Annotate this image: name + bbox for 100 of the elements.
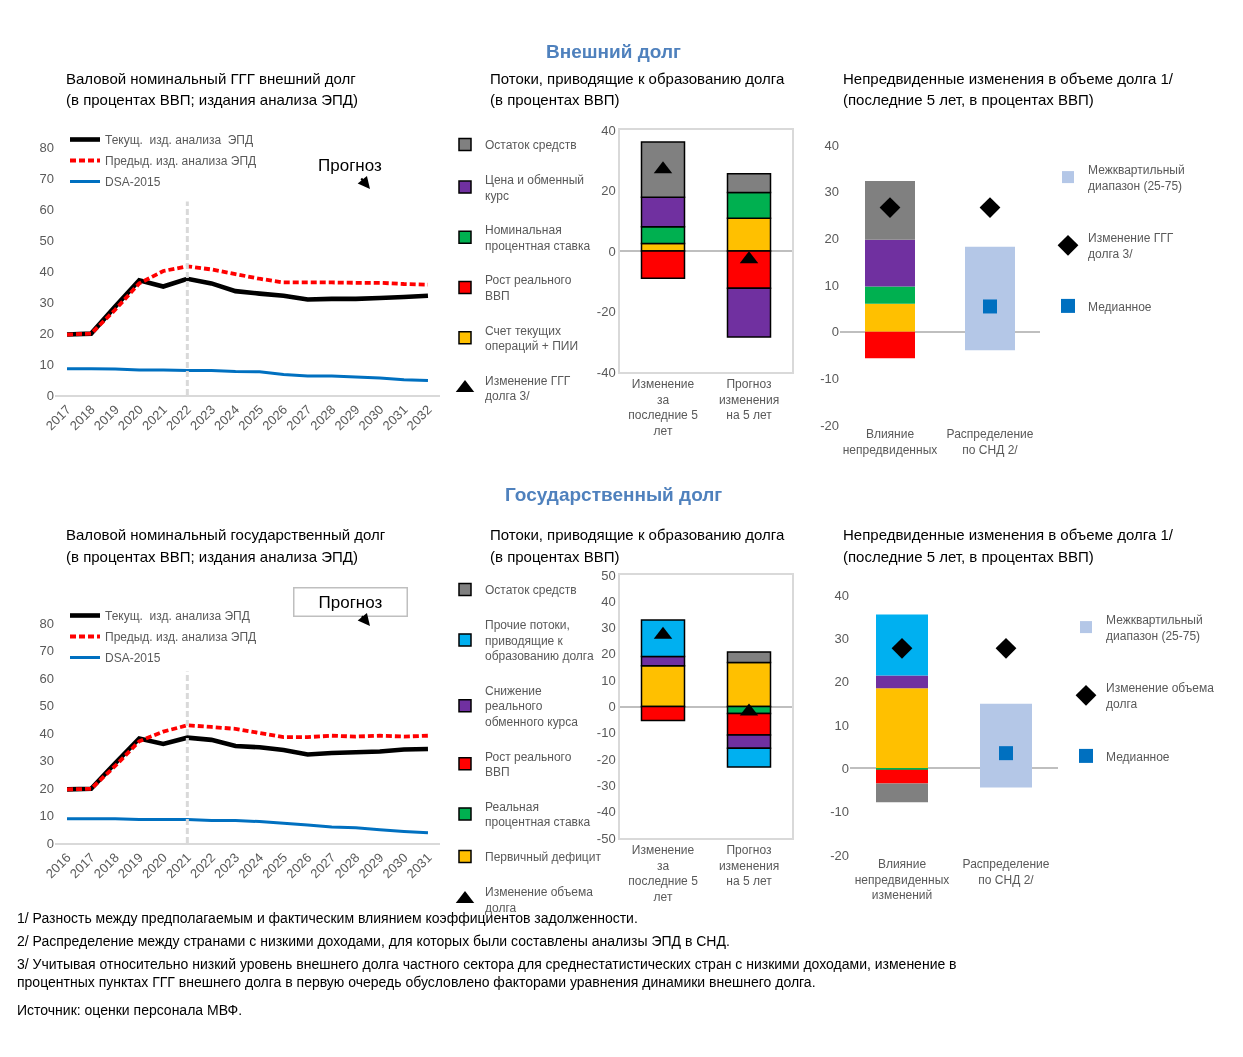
y-tick-label: 20 [824, 230, 839, 246]
text: 3/ Учитывая относительно низкий уровень внешнего долга частного сектора для среднестатистических стран с низкими доходами, изменение в процентных пунктах ГГГ внешнего долга в первую очередь обусловлено факторами уравнения динамики внешнего долга. [17, 956, 957, 991]
y-tick-label: -20 [596, 304, 616, 320]
y-tick-label: -20 [820, 417, 839, 433]
y-tick-label: 30 [824, 184, 839, 200]
legend-label: Медианное [1106, 749, 1170, 764]
legend-label: Межквартильный диапазон (25-75) [1106, 612, 1203, 643]
chart-title: Непредвиденные изменения в объеме долга 1/ [843, 526, 1174, 543]
y-tick-label: 20 [601, 183, 616, 199]
chart-subtitle: (в процентах ВВП; издания анализа ЭПД) [66, 91, 359, 108]
y-tick-label: -10 [596, 725, 616, 741]
y-tick-label: 40 [834, 587, 849, 603]
y-tick-label: 10 [601, 672, 616, 688]
y-tick-label: -40 [596, 364, 616, 380]
y-tick-label: 70 [39, 643, 54, 659]
y-tick-label: 0 [608, 243, 616, 259]
y-tick-label: 0 [46, 835, 54, 851]
x-tick-label: Влияние непредвиденных изменений [854, 857, 950, 903]
y-tick-label: 50 [39, 698, 54, 714]
text: Прогноз [318, 592, 383, 612]
legend-label: Межквартильный диапазон (25-75) [1088, 162, 1185, 193]
chart-subtitle: (в процентах ВВП; издания анализа ЭПД) [66, 548, 359, 565]
chart-title: Непредвиденные изменения в объеме долга 1/ [843, 70, 1174, 87]
y-tick-label: 40 [39, 725, 54, 741]
y-tick-label: 30 [834, 630, 849, 646]
chart-subtitle: (в процентах ВВП) [490, 91, 620, 108]
annotation: Прогноз [318, 156, 382, 175]
y-tick-label: 0 [608, 699, 616, 715]
legend-label: Реальная процентная ставка [485, 799, 591, 830]
y-tick-label: 40 [601, 593, 616, 609]
legend-label: Изменение ГГГ долга 3/ [485, 373, 571, 404]
y-tick-label: 60 [39, 670, 54, 686]
y-tick-label: 40 [39, 263, 54, 279]
y-tick-label: 0 [46, 387, 54, 403]
line-series [65, 723, 430, 792]
text: Внешний долг [546, 41, 681, 62]
chart-subtitle: (в процентах ВВП) [490, 548, 620, 565]
y-tick-label: 10 [834, 717, 849, 733]
x-tick-label: Изменение за последние 5 лет [628, 377, 699, 438]
chart-title: Потоки, приводящие к образованию долга [490, 526, 785, 543]
y-tick-label: 10 [39, 808, 54, 824]
legend-label: Остаток средств [485, 138, 577, 153]
x-tick-label: Изменение за последние 5 лет [628, 843, 699, 904]
legend-label: Первичный дефицит [485, 850, 602, 865]
legend-label: Рост реального ВВП [485, 749, 572, 780]
y-tick-label: 70 [39, 170, 54, 186]
y-tick-label: 80 [39, 139, 54, 155]
x-tick-label: Распределение по СНД 2/ [962, 857, 1050, 887]
y-tick-label: 40 [601, 122, 616, 138]
y-tick-label: 80 [39, 615, 54, 631]
legend-label: Остаток средств [485, 583, 577, 598]
line-series [65, 817, 430, 835]
y-tick-label: 30 [601, 620, 616, 636]
legend-label: DSA-2015 [105, 175, 161, 190]
legend-label: Текущ. изд. анализа ЭПД [105, 133, 254, 148]
chart-subtitle: (последние 5 лет, в процентах ВВП) [843, 91, 1094, 108]
legend-label: Цена и обменный курс [485, 172, 585, 203]
legend-label: Рост реального ВВП [485, 273, 572, 303]
y-tick-label: 20 [601, 646, 616, 662]
legend-label: Номинальная процентная ставка [485, 223, 591, 253]
y-tick-label: -20 [596, 751, 616, 767]
text: Источник: оценки персонала МВФ. [17, 1002, 243, 1018]
legend-label: Изменение объема долга [1106, 681, 1215, 711]
y-tick-label: 50 [39, 232, 54, 248]
legend-label: Предыд. изд. анализа ЭПД [105, 630, 257, 645]
y-tick-label: 40 [824, 137, 839, 153]
y-tick-label: 30 [39, 294, 54, 310]
x-tick-label: Прогноз изменения на 5 лет [718, 843, 780, 889]
text: 2/ Распределение между странами с низкими доходами, для которых были составлены анализы ЭПД в СНД. [17, 933, 730, 949]
y-tick-label: -40 [596, 804, 616, 820]
text: Государственный долг [505, 484, 723, 505]
legend-label: DSA-2015 [105, 651, 161, 666]
line-series [65, 367, 430, 382]
y-tick-label: 0 [841, 760, 849, 776]
legend-label: Прочие потоки, приводящие к образованию долга [485, 617, 594, 664]
legend-label: Медианное [1088, 299, 1152, 314]
x-tick-label: Влияние непредвиденных [842, 427, 938, 457]
y-tick-label: 30 [39, 753, 54, 769]
legend-label: Изменение ГГГ долга 3/ [1088, 231, 1174, 261]
y-tick-label: 50 [601, 567, 616, 583]
y-tick-label: -30 [596, 777, 616, 793]
x-tick-label: Прогноз изменения на 5 лет [718, 377, 780, 423]
y-tick-label: 10 [824, 277, 839, 293]
legend-label: Счет текущих операций + ПИИ [485, 323, 579, 354]
y-tick-label: -10 [820, 370, 839, 386]
chart-subtitle: (последние 5 лет, в процентах ВВП) [843, 548, 1094, 565]
chart-title: Валовой номинальный ГГГ внешний долг [66, 70, 357, 87]
y-tick-label: 20 [39, 780, 54, 796]
x-tick-label: Распределение по СНД 2/ [946, 427, 1034, 457]
y-tick-label: 10 [39, 356, 54, 372]
legend-label: Снижение реального обменного курса [485, 683, 579, 729]
y-tick-label: -10 [830, 804, 849, 820]
y-tick-label: 20 [39, 325, 54, 341]
legend-label: Текущ. изд. анализа ЭПД [105, 609, 250, 624]
y-tick-label: -50 [596, 830, 616, 846]
y-tick-label: 20 [834, 674, 849, 690]
y-tick-label: 0 [831, 324, 839, 340]
chart-title: Потоки, приводящие к образованию долга [490, 70, 785, 87]
y-tick-label: -20 [830, 847, 849, 863]
legend-label: Предыд. изд. анализа ЭПД [105, 154, 257, 169]
